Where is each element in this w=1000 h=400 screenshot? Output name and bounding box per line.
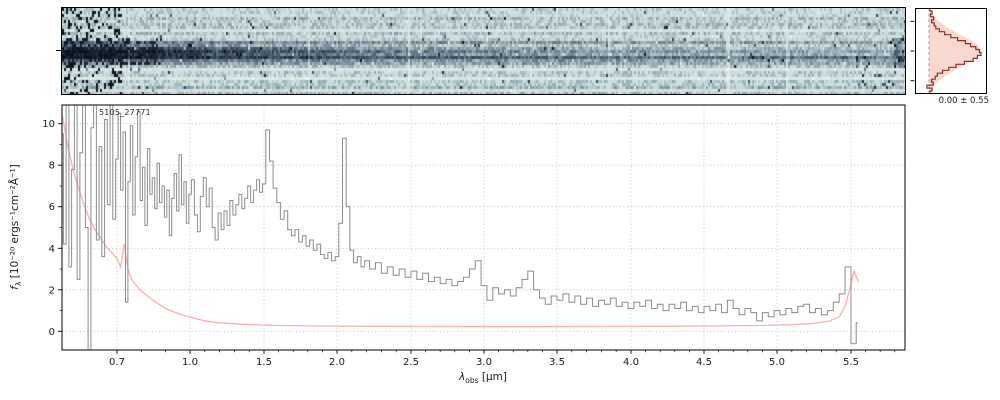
x-label-symbol: λ [459,371,466,383]
x-tick-label: 3.5 [549,357,565,368]
y-tick-label: 0 [49,327,55,338]
x-tick-label: 1.0 [182,357,198,368]
uncertainty-line [62,113,859,328]
y-label-unit: [10⁻²⁰ ergs⁻¹cm⁻²Å⁻¹] [8,164,21,282]
profile-frame [915,8,987,94]
y-axis-label: fλ [10⁻²⁰ ergs⁻¹cm⁻²Å⁻¹] [9,164,23,290]
x-label-subscript: obs [465,376,479,386]
x-axis-label: λobs [μm] [459,371,507,385]
y-tick-label: 8 [49,161,55,172]
profile-step-line [926,9,982,93]
spectrum-2d-panel [61,7,906,95]
y-tick-label: 10 [42,119,55,130]
plot-frame [61,104,906,351]
y-tick-label: 4 [49,244,55,255]
x-tick-label: 0.7 [109,357,125,368]
x-tick-label: 5.0 [769,357,785,368]
y-label-subscript: λ [14,281,24,287]
profile-stat-label: 0.00 ± 0.55 [938,96,989,106]
2d-panel-y-tick [56,50,61,51]
profile-model-fill [929,8,981,94]
spectrum-1d-plot: 0.7 1.0 1.5 2.0 2.5 3.0 3.5 4.0 4.5 5.0 5.5 0 2 4 6 8 10 [42,104,906,368]
x-tick-label: 2.5 [403,357,419,368]
x-tick-label: 3.0 [476,357,492,368]
x-label-unit: [μm] [478,371,507,383]
y-tick-label: 2 [49,285,55,296]
y-label-symbol: f [8,286,21,290]
x-tick-label: 4.5 [696,357,712,368]
x-tick-label: 5.5 [843,357,859,368]
flux-line [62,105,859,350]
spatial-profile-panel [910,8,987,94]
x-tick-label: 1.5 [256,357,272,368]
source-id-label: 5105_27771 [99,108,151,117]
x-tick-label: 4.0 [623,357,639,368]
y-tick-label: 6 [49,202,55,213]
x-tick-label: 2.0 [329,357,345,368]
